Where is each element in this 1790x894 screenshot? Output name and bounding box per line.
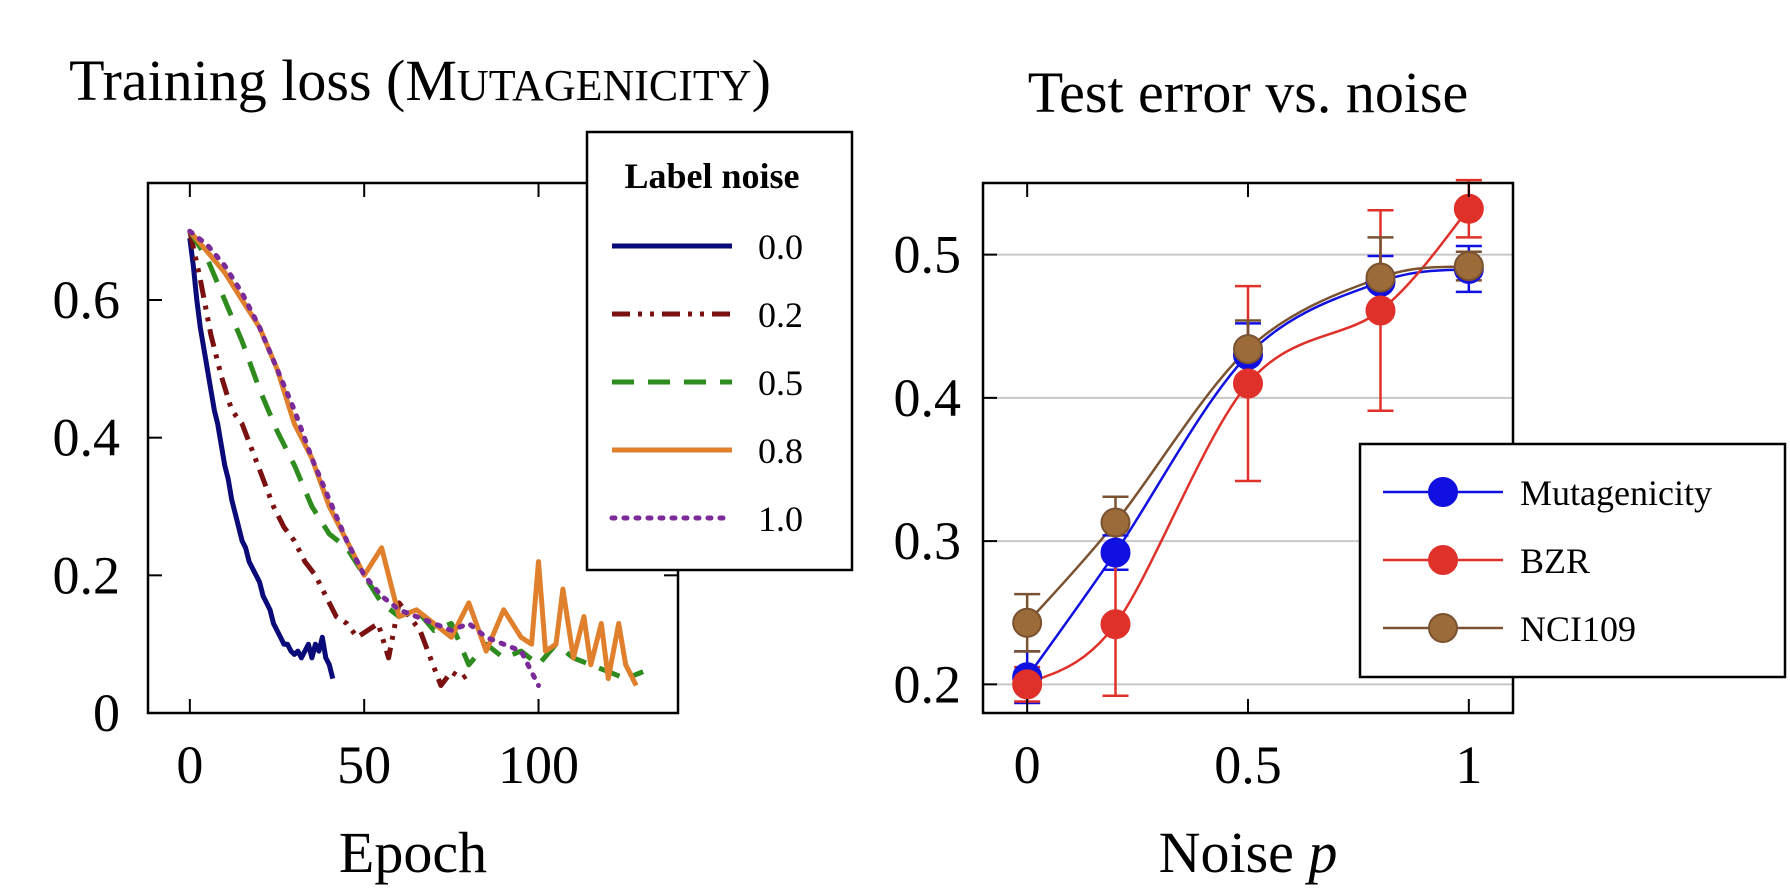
epoch-axis-label: Epoch [339, 820, 487, 885]
x-tick-label: 0 [1014, 735, 1041, 795]
training-loss-chart: Training loss (MUTAGENICITY) 0 50 10000.20… [53, 48, 853, 885]
x-tick-label: 0.5 [1214, 735, 1282, 795]
x-tick-label: 1 [1455, 735, 1482, 795]
test-error-title: Test error vs. noise [1028, 60, 1469, 125]
y-tick-label: 0.6 [53, 270, 121, 330]
data-point-bzr [1102, 610, 1130, 638]
x-tick-label: 0 [176, 735, 203, 795]
legend-label-0-5: 0.5 [758, 363, 803, 403]
test-error-chart: Test error vs. noise 0 0.5 1 0.2 0.3 0.4 0.5 N… [894, 60, 1786, 885]
legend-label-1-0: 1.0 [758, 499, 803, 539]
legend-marker-nci109 [1429, 614, 1457, 642]
training-loss-title: Training loss (MUTAGENICITY) [69, 48, 771, 113]
legend-label-nci109: NCI109 [1520, 609, 1636, 649]
data-point-nci109 [1234, 335, 1262, 363]
data-point-nci109 [1367, 264, 1395, 292]
data-point-mutagenicity [1102, 539, 1130, 567]
data-point-nci109 [1013, 609, 1041, 637]
y-tick-label: 0.3 [894, 511, 962, 571]
dataset-legend: Mutagenicity BZR NCI109 [1360, 444, 1785, 677]
legend-label-0-0: 0.0 [758, 227, 803, 267]
data-point-bzr [1013, 670, 1041, 698]
y-tick-label: 0.4 [894, 368, 962, 428]
noise-axis-label: Noise p [1159, 820, 1338, 885]
legend-box [587, 132, 852, 570]
x-tick-label: 50 [337, 735, 391, 795]
label-noise-legend: Label noise 0.0 0.2 0.5 0.8 1.0 [587, 132, 852, 570]
y-tick-label: 0.2 [53, 545, 121, 605]
data-point-nci109 [1102, 508, 1130, 536]
data-point-bzr [1234, 370, 1262, 398]
legend-label-bzr: BZR [1520, 541, 1590, 581]
y-tick-label: 0 [93, 683, 120, 743]
training-loss-series [190, 231, 643, 685]
data-point-bzr [1455, 195, 1483, 223]
y-tick-label: 0.2 [894, 654, 962, 714]
data-point-nci109 [1455, 252, 1483, 280]
x-tick-label: 100 [498, 735, 579, 795]
legend-marker-bzr [1429, 546, 1457, 574]
y-tick-label: 0.5 [894, 225, 962, 285]
legend-title: Label noise [624, 156, 799, 196]
legend-label-mutagenicity: Mutagenicity [1520, 473, 1712, 513]
y-tick-label: 0.4 [53, 408, 121, 468]
legend-label-0-2: 0.2 [758, 295, 803, 335]
data-point-bzr [1367, 296, 1395, 324]
training-loss-ticks: 0 50 100 0 0.2 0.4 0.6 [53, 183, 679, 795]
legend-marker-mutagenicity [1429, 478, 1457, 506]
legend-label-0-8: 0.8 [758, 431, 803, 471]
